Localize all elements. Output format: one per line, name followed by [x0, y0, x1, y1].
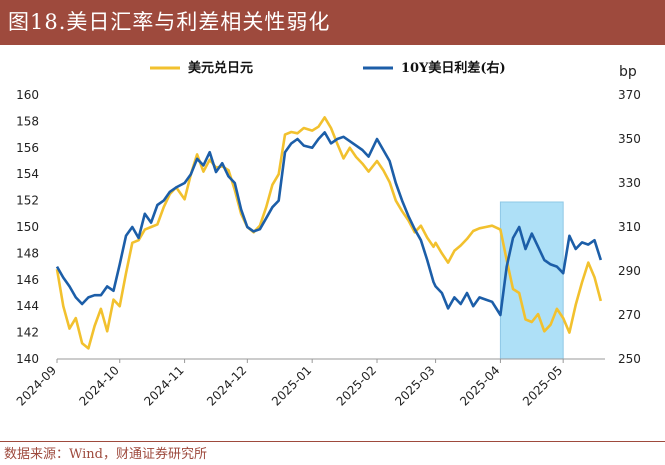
series-line-1: [55, 116, 603, 350]
y-right-tick-label: 370: [618, 88, 641, 102]
title-bar: 图18.美日汇率与利差相关性弱化: [0, 0, 665, 45]
y-left-tick-label: 152: [16, 194, 39, 208]
source-footer: 数据来源：Wind，财通证券研究所: [0, 441, 665, 465]
x-tick-label: 2024-09: [14, 363, 59, 408]
y-left-tick-label: 140: [16, 352, 39, 366]
y-left-tick-label: 158: [16, 114, 39, 128]
x-tick-label: 2025-01: [269, 363, 314, 408]
y-right-tick-label: 290: [618, 264, 641, 278]
y-left-tick-label: 146: [16, 273, 39, 287]
y-right-tick-label: 350: [618, 132, 641, 146]
y-right-tick-label: 270: [618, 308, 641, 322]
y-left-tick-label: 150: [16, 220, 39, 234]
x-tick-label: 2024-12: [204, 363, 249, 408]
y-right-tick-label: 250: [618, 352, 641, 366]
x-tick-label: 2024-11: [141, 363, 186, 408]
y-left-tick-label: 142: [16, 326, 39, 340]
y-right-tick-label: 330: [618, 176, 641, 190]
legend-label-1: 美元兑日元: [188, 60, 253, 76]
source-note: 数据来源：Wind，财通证券研究所: [4, 447, 207, 462]
y-right-unit-label: bp: [619, 64, 637, 80]
legend-label-2: 10Y美日利差(右): [401, 60, 506, 76]
x-tick-label: 2025-05: [520, 363, 565, 408]
y-left-tick-label: 144: [16, 299, 39, 313]
y-left-tick-label: 156: [16, 141, 39, 155]
x-tick-label: 2025-03: [392, 363, 437, 408]
x-tick-label: 2025-04: [457, 363, 502, 408]
x-tick-label: 2024-10: [77, 363, 122, 408]
y-left-tick-label: 154: [16, 167, 39, 181]
x-tick-label: 2025-02: [334, 363, 379, 408]
y-left-tick-label: 148: [16, 246, 39, 260]
chart-canvas: 140 142 144 146 148 150 152 154 156 158 160 250 270 2…: [14, 60, 641, 409]
chart-title: 图18.美日汇率与利差相关性弱化: [8, 10, 331, 34]
series-line-2: [55, 131, 603, 317]
y-right-tick-label: 310: [618, 220, 641, 234]
y-left-tick-label: 160: [16, 88, 39, 102]
